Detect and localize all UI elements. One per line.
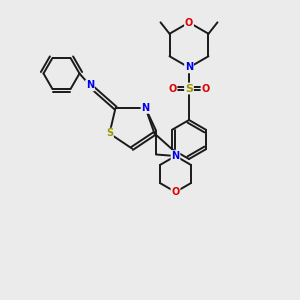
- Text: N: N: [141, 103, 150, 113]
- Text: O: O: [185, 17, 193, 28]
- Text: O: O: [171, 187, 180, 197]
- Text: N: N: [171, 151, 180, 161]
- Text: N: N: [86, 80, 94, 91]
- Text: O: O: [201, 83, 210, 94]
- Text: S: S: [106, 128, 113, 139]
- Text: N: N: [185, 62, 193, 73]
- Text: O: O: [168, 83, 177, 94]
- Text: S: S: [185, 83, 193, 94]
